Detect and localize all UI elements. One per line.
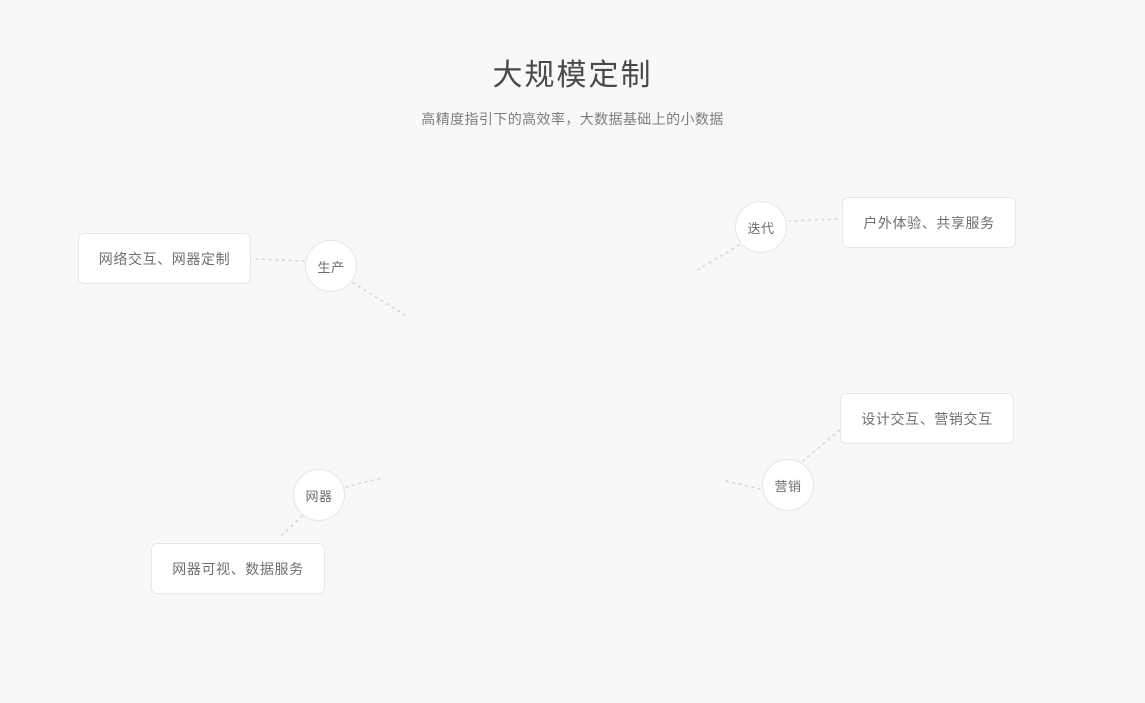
node-marketing[interactable]: 营销 xyxy=(762,459,814,511)
node-production-label: 生产 xyxy=(317,259,345,275)
label-box-marketing[interactable]: 设计交互、营销交互 xyxy=(840,393,1014,444)
node-iteration-label: 迭代 xyxy=(747,220,775,236)
label-box-production-text: 网络交互、网器定制 xyxy=(98,250,231,267)
label-box-production[interactable]: 网络交互、网器定制 xyxy=(78,233,251,284)
sphere-filaments xyxy=(345,195,775,625)
page-title: 大规模定制 xyxy=(492,59,653,92)
device-to-box xyxy=(281,515,303,536)
label-box-marketing-text: 设计交互、营销交互 xyxy=(861,410,993,427)
label-box-iteration[interactable]: 户外体验、共享服务 xyxy=(842,197,1016,248)
iteration-to-box xyxy=(788,218,839,222)
header: 大规模定制 高精度指引下的高效率，大数据基础上的小数据 xyxy=(0,0,1145,129)
label-box-iteration-text: 户外体验、共享服务 xyxy=(863,214,995,231)
node-marketing-label: 营销 xyxy=(774,478,802,494)
node-production[interactable]: 生产 xyxy=(305,240,357,292)
node-iteration[interactable]: 迭代 xyxy=(735,201,787,253)
node-device-label: 网器 xyxy=(305,488,333,504)
network-sphere-visualization xyxy=(345,195,775,625)
page-subtitle: 高精度指引下的高效率，大数据基础上的小数据 xyxy=(421,111,724,127)
label-box-device-text: 网器可视、数据服务 xyxy=(172,560,304,577)
label-box-device[interactable]: 网器可视、数据服务 xyxy=(151,543,325,594)
node-device[interactable]: 网器 xyxy=(293,469,345,521)
production-to-box xyxy=(255,258,305,262)
